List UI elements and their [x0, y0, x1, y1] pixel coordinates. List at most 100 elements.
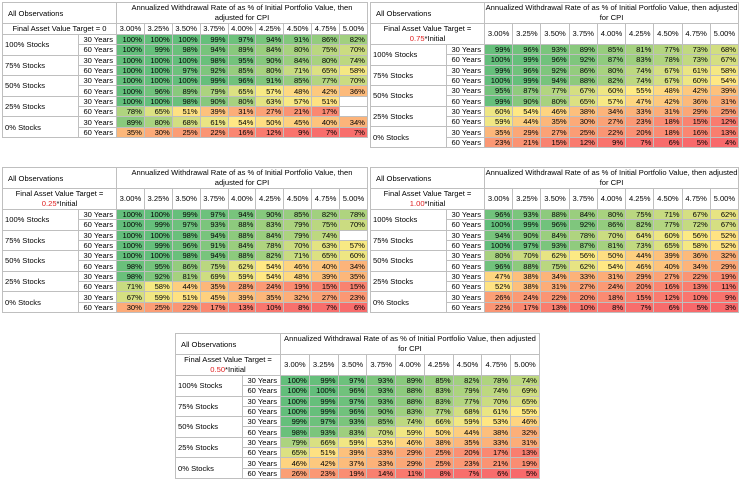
rate-cell: 74%: [339, 54, 368, 66]
rate-cell: 100%: [116, 75, 145, 87]
rate-cell: 75%: [199, 260, 229, 272]
period-label: 60 Years: [77, 260, 118, 272]
rate-cell: 39%: [199, 106, 229, 118]
table-row: 60 Years 22% 17% 13% 10% 8% 7% 6% 5% 3%: [371, 301, 740, 313]
rate-cell: 79%: [283, 229, 313, 241]
rate-cell: 31%: [653, 105, 683, 118]
rate-cell: 94%: [199, 44, 229, 56]
rate-cell: 39%: [311, 270, 341, 283]
rate-cell: 86%: [311, 33, 341, 46]
rate-cell: 40%: [311, 116, 341, 128]
rate-cell: 22%: [596, 126, 627, 138]
rate-cell: 88%: [227, 219, 257, 231]
rate-cell: 32%: [283, 291, 313, 303]
rate-cell: 89%: [116, 116, 145, 128]
rate-cell: 99%: [199, 75, 229, 87]
target-multiplier: 0.50: [210, 365, 226, 374]
rate-cell: 100%: [143, 208, 173, 221]
rate-cell: 31%: [596, 270, 627, 283]
rate-cell: 78%: [116, 106, 145, 118]
allocation-label: 50% Stocks: [2, 75, 79, 97]
table-row: 100% Stocks 30 Years 100% 100% 99% 97% 94% 90% 8…: [2, 208, 368, 231]
rate-cell: 85%: [423, 374, 454, 387]
target-label-suffix: *Initial: [424, 34, 446, 43]
period-label: 60 Years: [77, 44, 118, 56]
rate-cell: 6%: [339, 301, 368, 313]
period-label: 30 Years: [77, 291, 118, 303]
column-header: 3.00%: [116, 23, 145, 35]
table-row: 60 Years 100% 99% 96% 92% 86% 82% 77% 72% 67%: [371, 219, 740, 231]
rate-cell: 95%: [227, 54, 257, 66]
rate-cell: 5%: [681, 136, 711, 148]
table-row: 60 Years 96% 88% 75% 62% 54% 46% 40% 34% 29%: [371, 260, 740, 272]
table-row: 60 Years 71% 58% 44% 35% 28% 24% 19% 15% 15%: [3, 281, 368, 293]
period-label: 30 Years: [445, 64, 486, 76]
rate-cell: 79%: [452, 385, 483, 397]
rate-cell: 61%: [199, 116, 229, 128]
rate-cell: 98%: [171, 229, 201, 241]
rate-cell: 78%: [653, 54, 683, 66]
rate-cell: 90%: [366, 405, 397, 418]
rate-cell: 86%: [568, 64, 598, 76]
target-label-prefix: Final Asset Value Target =: [15, 189, 104, 199]
rate-cell: 29%: [512, 126, 542, 138]
rate-cell: 34%: [339, 260, 368, 272]
column-header: 3.50%: [171, 23, 201, 35]
rate-cell: 87%: [596, 54, 627, 66]
rate-cell: 46%: [625, 260, 655, 272]
rate-cell: 8%: [423, 467, 454, 479]
column-header: 3.00%: [484, 188, 514, 210]
period-label: 30 Years: [77, 95, 118, 108]
rate-cell: 25%: [423, 447, 454, 459]
rate-cell: 100%: [484, 54, 514, 66]
rate-cell: 47%: [625, 95, 655, 107]
rate-cell: 16%: [227, 126, 257, 138]
rate-cell: 4%: [709, 136, 740, 148]
rate-cell: 80%: [484, 250, 514, 262]
rate-cell: 34%: [540, 270, 570, 283]
rate-cell: 100%: [171, 75, 201, 87]
allocation-label: 0% Stocks: [175, 457, 243, 479]
column-header: 3.25%: [143, 188, 173, 210]
rate-cell: 34%: [596, 105, 627, 118]
rate-cell: 60%: [339, 250, 368, 262]
rate-cell: 100%: [171, 54, 201, 66]
rate-cell: 12%: [653, 291, 683, 303]
rate-cell: 73%: [681, 43, 711, 56]
period-label: 60 Years: [241, 426, 282, 438]
rate-cell: 100%: [280, 395, 310, 407]
rate-cell: 67%: [709, 219, 740, 231]
rate-cell: 67%: [653, 74, 683, 87]
table-row: 50% Stocks 30 Years 95% 87% 77% 67% 60% 55% 48% 4…: [370, 85, 740, 107]
rate-cell: 88%: [227, 250, 257, 262]
rate-cell: 67%: [709, 54, 740, 66]
rate-cell: 7%: [625, 136, 655, 148]
rate-cell: 58%: [709, 64, 740, 76]
table-row: 25% Stocks 30 Years 60% 54% 46% 38% 34% 33% 31% 2…: [370, 105, 740, 128]
rate-cell: 100%: [280, 405, 310, 418]
rate-cell: 100%: [116, 33, 145, 46]
rate-cell: 85%: [283, 208, 313, 221]
rate-cell: 93%: [308, 426, 339, 438]
rate-cell: 100%: [116, 229, 145, 241]
period-label: 30 Years: [445, 126, 486, 138]
table-row: 25% Stocks 30 Years 47% 38% 34% 33% 31% 29% 27% 2…: [370, 270, 740, 293]
table-row: 60 Years 100% 100% 96% 93% 88% 83% 79% 74% 69%: [176, 385, 540, 397]
rate-cell: 65%: [311, 64, 341, 77]
period-label: 30 Years: [77, 33, 118, 46]
rate-cell: 18%: [653, 116, 683, 128]
column-header: 3.75%: [366, 354, 397, 376]
table-row: 60 Years 98% 95% 86% 75% 62% 54% 46% 40% 34%: [3, 260, 368, 272]
rate-cell: 23%: [484, 136, 514, 148]
table-row: 60 Years 100% 96% 89% 79% 65% 57% 48% 42% 36%: [3, 85, 368, 97]
rate-cell: 100%: [484, 219, 514, 231]
period-label: 60 Years: [77, 85, 118, 97]
rate-cell: 19%: [283, 281, 313, 293]
rate-cell: 77%: [311, 75, 341, 87]
rate-cell: 93%: [540, 43, 570, 56]
rate-cell: 31%: [227, 106, 257, 118]
table-row: 0% Stocks 30 Years 67% 59% 51% 45% 39% 35% 32% 27…: [2, 291, 368, 313]
column-header: 4.00%: [227, 23, 257, 35]
rate-cell: 79%: [280, 436, 310, 449]
target-label-prefix: Final Asset Value Target =: [184, 355, 272, 365]
